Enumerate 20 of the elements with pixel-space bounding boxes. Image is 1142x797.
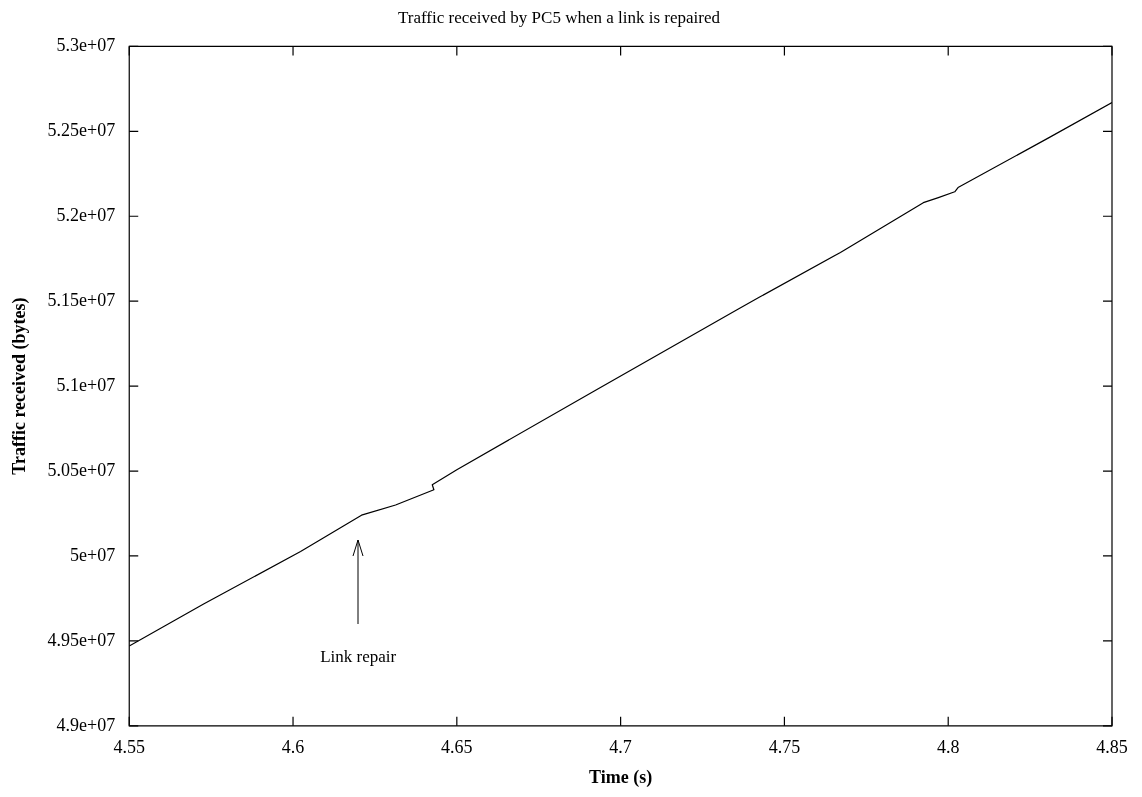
y-axis-title: Traffic received (bytes) — [9, 297, 31, 475]
x-axis-title: Time (s) — [589, 766, 653, 788]
x-tick-label: 4.6 — [281, 737, 305, 758]
x-tick-label: 4.65 — [441, 737, 473, 758]
y-tick-label: 4.95e+07 — [47, 629, 116, 650]
annotation: Link repair — [320, 647, 397, 667]
y-tick-label: 5.2e+07 — [56, 204, 116, 225]
y-tick-label: 5.05e+07 — [47, 459, 116, 480]
y-tick-label: 5e+07 — [70, 544, 116, 565]
x-tick-label: 4.7 — [609, 737, 632, 758]
x-tick-label: 4.8 — [936, 737, 960, 758]
x-tick-label: 4.75 — [768, 737, 801, 758]
y-tick-label: 5.1e+07 — [56, 374, 116, 395]
x-tick-label: 4.55 — [113, 737, 145, 758]
x-tick-label: 4.85 — [1096, 737, 1128, 758]
chart-title: Traffic received by PC5 when a link is repaired — [398, 7, 721, 27]
y-tick-label: 5.25e+07 — [47, 120, 116, 141]
y-tick-label: 4.9e+07 — [56, 714, 116, 735]
y-tick-label: 5.3e+07 — [56, 35, 116, 56]
y-tick-label: 5.15e+07 — [47, 289, 116, 310]
